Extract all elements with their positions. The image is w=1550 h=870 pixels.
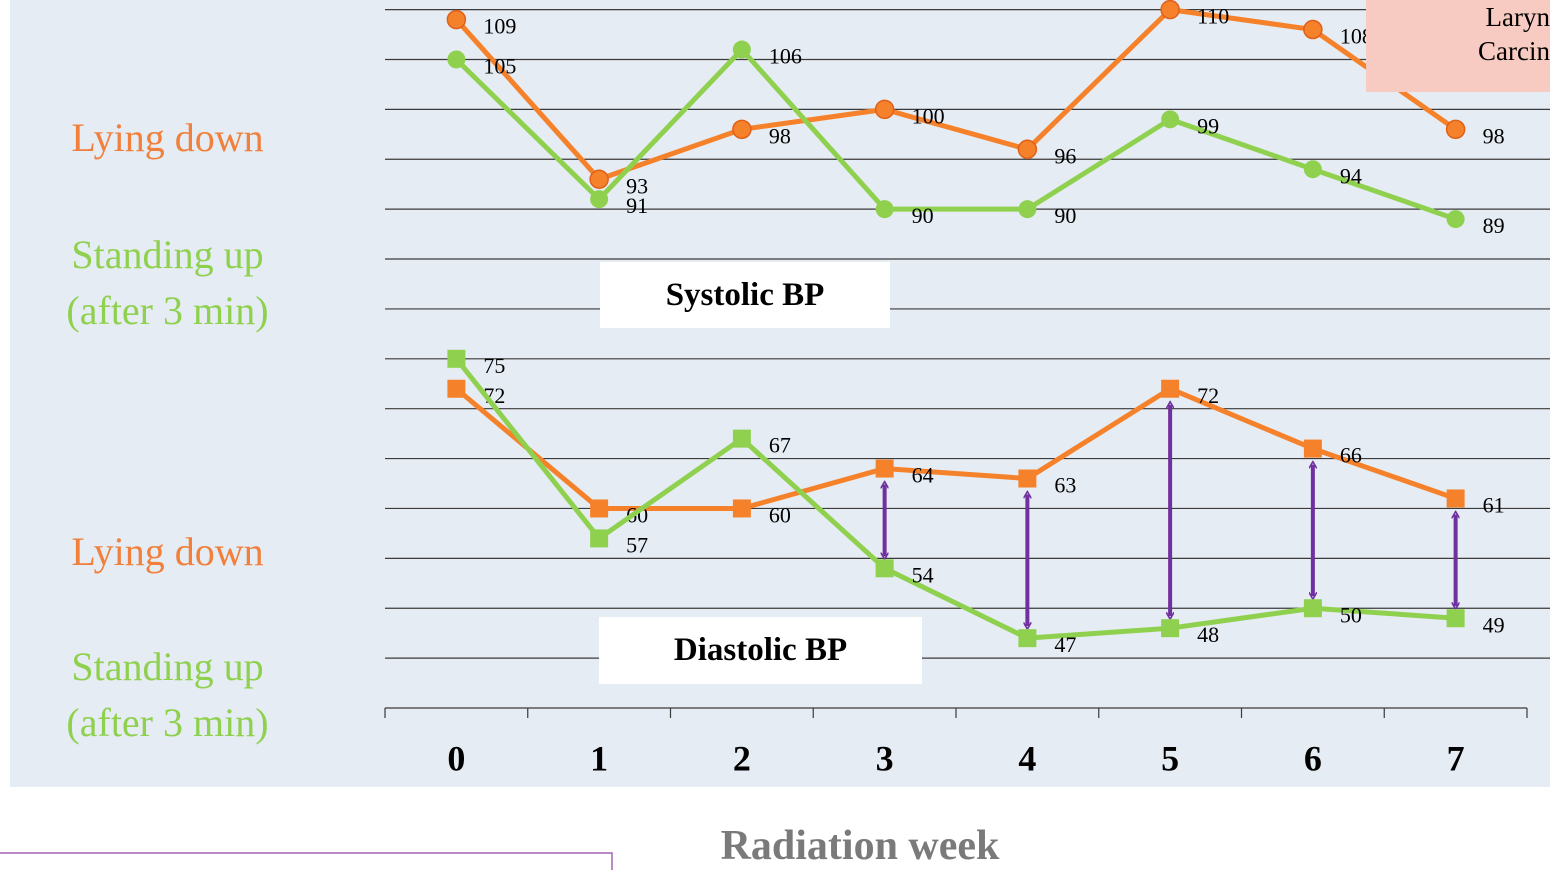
data-label: 49 (1483, 612, 1505, 637)
data-label: 100 (912, 103, 945, 128)
marker (732, 40, 751, 59)
x-axis-label: Radiation week (720, 823, 1000, 869)
x-tick-label: 6 (1304, 738, 1322, 778)
marker (1303, 439, 1322, 458)
data-label: 93 (626, 173, 648, 198)
data-label: 57 (626, 532, 648, 557)
data-label: 106 (769, 44, 802, 69)
marker (1161, 379, 1180, 398)
data-label: 105 (483, 54, 516, 79)
data-label: 63 (1054, 473, 1076, 498)
data-label: 72 (1197, 383, 1219, 408)
series-line (454, 386, 1457, 511)
legend-standing: Standing up (after 3 min) (66, 232, 269, 333)
marker (446, 9, 467, 30)
data-label: 96 (1054, 143, 1076, 168)
marker (1303, 19, 1323, 40)
data-label: 94 (1340, 163, 1362, 188)
marker (1446, 489, 1465, 508)
data-label: 64 (912, 463, 934, 488)
marker (590, 499, 609, 518)
data-label: 109 (483, 14, 516, 39)
data-label: 98 (769, 123, 791, 148)
marker (590, 190, 609, 209)
series-line (454, 357, 1456, 641)
data-label: 90 (912, 203, 934, 228)
marker (1018, 629, 1037, 648)
marker (1446, 210, 1465, 229)
x-tick-label: 4 (1018, 738, 1036, 778)
x-tick-label: 1 (590, 738, 608, 778)
marker (1160, 0, 1180, 20)
data-label: 54 (912, 562, 934, 587)
data-label: 89 (1483, 213, 1505, 238)
marker (1303, 599, 1322, 618)
data-label: 90 (1054, 203, 1076, 228)
x-tick-label: 3 (876, 738, 894, 778)
marker (590, 529, 609, 548)
data-label: 66 (1340, 443, 1362, 468)
x-tick-label: 0 (447, 738, 465, 778)
marker (732, 499, 751, 518)
marker (1018, 469, 1037, 488)
chart-title: Diastolic BP (599, 617, 922, 684)
data-label: 75 (483, 353, 505, 378)
data-label: 91 (626, 193, 648, 218)
marker (1303, 160, 1322, 179)
marker (1161, 110, 1180, 129)
marker (1445, 119, 1466, 140)
series-line (454, 47, 1457, 222)
marker (1161, 619, 1180, 638)
marker (875, 559, 894, 578)
data-label: 110 (1197, 4, 1229, 29)
data-label: 60 (769, 503, 791, 528)
legend-standing: Standing up (after 3 min) (66, 644, 269, 745)
marker (447, 379, 466, 398)
marker (447, 349, 466, 368)
x-tick-label: 5 (1161, 738, 1179, 778)
marker (447, 50, 466, 69)
marker (732, 119, 752, 140)
data-label: 67 (769, 433, 791, 458)
data-label: 48 (1197, 622, 1219, 647)
marker (1446, 609, 1465, 628)
x-tick-label: 2 (733, 738, 751, 778)
legend-lying: Lying down (71, 115, 264, 160)
marker (875, 200, 894, 219)
data-label: 61 (1483, 493, 1505, 518)
marker (732, 429, 751, 448)
marker (589, 169, 609, 189)
chart-title: Systolic BP (600, 262, 890, 328)
decor-line (0, 852, 613, 870)
marker (875, 459, 894, 478)
annotation-box: Laryn Carcin (1366, 0, 1550, 92)
data-label: 99 (1197, 113, 1219, 138)
marker (1018, 200, 1037, 219)
marker (874, 99, 895, 120)
marker (1017, 139, 1038, 160)
legend-lying: Lying down (71, 529, 264, 574)
data-label: 50 (1340, 602, 1362, 627)
data-label: 47 (1054, 632, 1076, 657)
x-tick-label: 7 (1447, 738, 1465, 778)
data-label: 98 (1483, 123, 1505, 148)
